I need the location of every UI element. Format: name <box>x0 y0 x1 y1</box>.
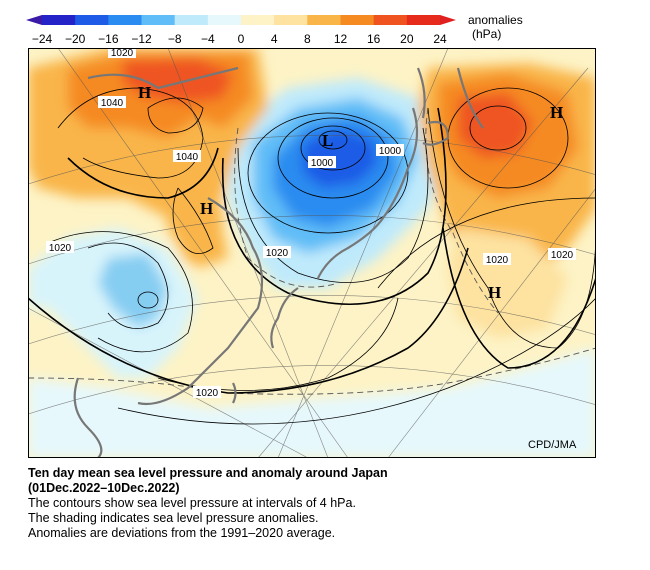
colorbar-tick-label: −8 <box>168 32 182 46</box>
colorbar-segment <box>42 15 76 25</box>
colorbar-segment <box>174 15 209 25</box>
coast-china <box>137 197 264 406</box>
positive-anomaly-core-northwest <box>123 58 233 103</box>
colorbar-segment <box>307 15 341 25</box>
colorbar-tick-label: −4 <box>201 32 215 46</box>
caption-title-line-1: Ten day mean sea level pressure and anom… <box>28 466 388 480</box>
low-pressure-center: L <box>322 131 333 150</box>
colorbar-segment <box>207 15 242 25</box>
colorbar-tick-label: −12 <box>131 32 152 46</box>
positive-anomaly-lobe-west <box>158 158 223 263</box>
colorbar-segment <box>340 15 375 25</box>
colorbar-tick-label: −20 <box>65 32 86 46</box>
anomaly-shading <box>28 48 596 458</box>
caption-line-3: Anomalies are deviations from the 1991–2… <box>28 526 336 540</box>
coast-japan <box>317 107 419 279</box>
high-pressure-center: H <box>550 103 563 122</box>
colorbar-tick-label: 8 <box>304 32 311 46</box>
colorbar-segment <box>141 15 176 25</box>
high-pressure-center: H <box>488 283 501 302</box>
colorbar-segment <box>373 15 408 25</box>
isobar-label: 1040 <box>176 152 199 163</box>
isobars <box>28 87 596 425</box>
colorbar-left-arrow <box>26 15 42 25</box>
caption-title-line-2: (01Dec.2022–10Dec.2022) <box>28 481 180 495</box>
isobar-label-background <box>548 248 576 260</box>
colorbar-segment <box>108 15 142 25</box>
colorbar-segment <box>406 15 441 25</box>
colorbar-tick-label: 4 <box>271 32 278 46</box>
isobar-label-background <box>483 253 511 265</box>
caption-line-1: The contours show sea level pressure at … <box>28 496 356 510</box>
negative-anomaly-core-southwest <box>98 253 168 328</box>
colorbar-tick-label: 12 <box>334 32 348 46</box>
colorbar-tick-label: 20 <box>400 32 414 46</box>
isobar-label-background <box>308 156 336 168</box>
coast-sakhalin <box>416 67 426 119</box>
high-pressure-center: H <box>138 83 151 102</box>
map-credit: CPD/JMA <box>528 439 577 451</box>
coast-kamchatka <box>456 67 484 129</box>
colorbar-segment <box>274 15 308 25</box>
graticule <box>28 48 596 458</box>
colorbar-tick-label: 24 <box>433 32 447 46</box>
isobar-label: 1040 <box>101 98 124 109</box>
isobar-label-background <box>98 96 126 108</box>
coast-hokkaido <box>422 120 450 146</box>
colorbar-right-arrow <box>440 15 456 25</box>
negative-anomaly-core-central <box>303 128 378 188</box>
colorbar-unit-label: anomalies <box>468 13 523 27</box>
caption-line-2: The shading indicates sea level pressure… <box>28 511 319 525</box>
coastlines <box>73 66 484 458</box>
zero-anomaly-contours <box>28 107 596 395</box>
coast-philippines <box>73 377 103 458</box>
colorbar-segment <box>75 15 109 25</box>
pressure-centers: H H H H L <box>138 83 563 302</box>
isobar-label: 1020 <box>196 388 219 399</box>
isobar-label-background <box>263 246 291 258</box>
colorbar-tick-label: 0 <box>238 32 245 46</box>
coast-taiwan <box>232 382 237 404</box>
isobar-label-background <box>173 150 201 162</box>
colorbar-tick-label: −16 <box>98 32 119 46</box>
isobar-label: 1000 <box>379 146 402 157</box>
isobar-label: 1020 <box>551 250 574 261</box>
colorbar-ticks: −24 −20 −16 −12 −8 −4 0 4 8 12 16 20 24 <box>32 32 447 46</box>
negative-anomaly-region-south <box>28 348 596 458</box>
isobar-label: 1020 <box>49 243 72 254</box>
isobar-label: 1020 <box>486 255 509 266</box>
map-frame <box>28 48 596 458</box>
coast-northwest <box>87 66 239 90</box>
positive-anomaly-lobe-southeast <box>448 228 568 338</box>
isobar-label: 1000 <box>311 158 334 169</box>
high-pressure-center: H <box>200 199 213 218</box>
isobar-labels: 1020 1040 1040 1000 1000 1020 1020 1020 1020 1020 <box>46 48 576 399</box>
colorbar-segment <box>241 15 275 25</box>
isobar-label-background <box>193 386 221 398</box>
isobar-label-background <box>376 144 404 156</box>
coast-korea <box>270 287 299 349</box>
colorbar-unit: (hPa) <box>472 27 501 41</box>
positive-anomaly-core-northeast <box>458 93 533 158</box>
map-caption: Ten day mean sea level pressure and anom… <box>28 466 628 541</box>
anomaly-colorbar: −24 −20 −16 −12 −8 −4 0 4 8 12 16 20 24 anomalies (h… <box>26 13 523 46</box>
isobar-label-background <box>46 241 74 253</box>
isobar-label: 1020 <box>266 248 289 259</box>
colorbar-tick-label: 16 <box>367 32 381 46</box>
colorbar-tick-label: −24 <box>32 32 53 46</box>
isobar-label: 1020 <box>111 48 134 59</box>
colorbar-segments <box>42 15 441 25</box>
isobar-label-background <box>108 48 136 58</box>
